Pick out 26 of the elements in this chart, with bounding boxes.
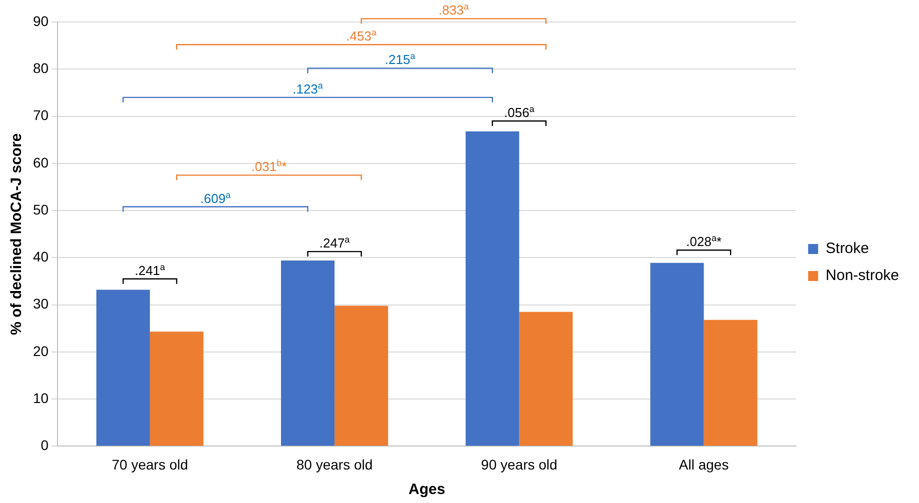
y-tick-label: 50	[32, 201, 49, 218]
y-tick-label: 80	[32, 60, 49, 76]
x-tick-label: All ages	[678, 456, 729, 472]
bar	[519, 312, 573, 446]
y-tick-label: 10	[32, 390, 49, 406]
bar	[704, 320, 758, 446]
x-tick-label: 80 years old	[296, 456, 373, 472]
y-tick-label: 40	[32, 248, 49, 265]
y-axis-title: % of declined MoCA-J score	[8, 133, 26, 335]
bar	[96, 290, 150, 446]
bar	[280, 260, 335, 446]
y-tick-label: 70	[32, 107, 49, 124]
x-axis-title: Ages	[408, 481, 446, 498]
legend-label: Non-stroke	[826, 267, 899, 284]
bar	[334, 306, 388, 446]
x-tick-label: 70 years old	[112, 456, 188, 472]
y-tick-label: 90	[32, 12, 49, 29]
y-tick-label: 60	[32, 154, 49, 170]
bar	[466, 131, 520, 446]
bar	[150, 332, 204, 446]
y-tick-label: 30	[32, 296, 49, 312]
x-tick-label: 90 years old	[481, 456, 558, 472]
legend-label: Stroke	[826, 240, 869, 258]
y-tick-label: 20	[32, 342, 49, 359]
bar	[650, 262, 704, 446]
y-tick-label: 0	[40, 437, 49, 454]
